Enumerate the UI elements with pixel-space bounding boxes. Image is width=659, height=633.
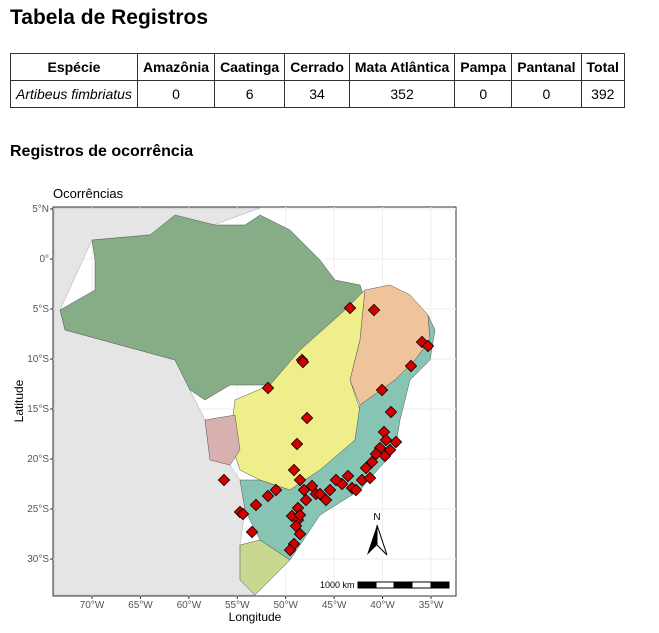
occurrence-point (305, 479, 319, 493)
cell: 6 (214, 80, 286, 108)
y-tick-label: 30°S (27, 554, 49, 565)
map-subtitle: Ocorrências (53, 186, 124, 201)
x-axis-label: Longitude (229, 610, 282, 624)
occurrence-point (293, 473, 307, 487)
scale-bar (357, 581, 450, 589)
occurrence-point (363, 471, 377, 485)
x-tick-label: 35°W (419, 600, 444, 611)
x-tick-label: 60°W (177, 600, 202, 611)
x-tick-label: 50°W (273, 600, 298, 611)
y-tick-label: 20°S (27, 454, 49, 465)
occurrence-point (349, 483, 363, 497)
cell: 392 (580, 80, 625, 108)
occurrence-point (379, 433, 393, 447)
data-row: Artibeus fimbriatus 0 6 34 352 0 0 392 (10, 80, 625, 108)
occurrence-point (341, 469, 355, 483)
occurrence-point (293, 508, 307, 522)
pampa (239, 539, 291, 596)
occurrence-point (300, 411, 314, 425)
header-cell: Amazônia (136, 53, 216, 81)
header-cell: Total (580, 53, 625, 81)
y-tick-label: 0° (39, 254, 49, 265)
occurrence-point (293, 527, 307, 541)
occurrence-point (323, 483, 337, 497)
y-axis-label: Latitude (12, 379, 26, 422)
x-tick-label: 55°W (225, 600, 250, 611)
occurrence-point (261, 489, 275, 503)
occurrence-point (421, 339, 435, 353)
y-tick-label: 5°S (33, 304, 50, 315)
y-tick-label: 10°S (27, 354, 49, 365)
occurrence-point (249, 498, 263, 512)
occurrence-point (343, 301, 357, 315)
occurrence-point (236, 507, 250, 521)
cell: 0 (454, 80, 513, 108)
y-tick-label: 5°N (32, 204, 49, 215)
occurrence-point (389, 435, 403, 449)
header-cell: Cerrado (284, 53, 350, 81)
occurrence-point (359, 461, 373, 475)
occurrence-point (297, 483, 311, 497)
header-cell: Pantanal (511, 53, 582, 81)
mata-atlantica (239, 314, 436, 561)
occurrence-point (319, 493, 333, 507)
north-label: N (373, 512, 380, 523)
records-table: Espécie Amazônia Caatinga Cerrado Mata Atlân… (10, 53, 625, 108)
occurrence-point (365, 455, 379, 469)
occurrence-point (261, 381, 275, 395)
occurrence-point (367, 303, 381, 317)
occurrence-point (313, 487, 327, 501)
occurrence-point (375, 383, 389, 397)
cell: 0 (136, 80, 216, 108)
scale-label: 1000 km (320, 580, 355, 590)
cell: 34 (284, 80, 350, 108)
y-tick-label: 15°S (27, 404, 49, 415)
occurrence-point (383, 443, 397, 457)
x-tick-label: 65°W (128, 600, 153, 611)
pantanal (204, 414, 241, 466)
occurrence-point (217, 473, 231, 487)
occurrence-point (269, 483, 283, 497)
occurrence-point (287, 463, 301, 477)
north-arrow: N (367, 512, 388, 556)
cell: 0 (511, 80, 582, 108)
section-title: Registros de ocorrência (10, 143, 194, 160)
occurrence-point (369, 447, 383, 461)
header-cell: Caatinga (214, 53, 286, 81)
cell: Artibeus fimbriatus (10, 80, 138, 108)
cell: 352 (348, 80, 456, 108)
x-tick-label: 40°W (370, 600, 395, 611)
occurrence-point (290, 437, 304, 451)
page-title: Tabela de Registros (10, 6, 209, 29)
occurrence-point (299, 493, 313, 507)
occurrence-point (404, 359, 418, 373)
header-cell: Espécie (10, 53, 138, 81)
header-row: Espécie Amazônia Caatinga Cerrado Mata Atlân… (10, 53, 625, 81)
x-tick-label: 45°W (322, 600, 347, 611)
occurrence-point (289, 519, 303, 533)
occurrence-point (329, 473, 343, 487)
occurrence-point (296, 355, 310, 369)
y-tick-label: 25°S (27, 504, 49, 515)
occurrence-point (283, 543, 297, 557)
occurrence-point (245, 525, 259, 539)
occurrence-point (384, 405, 398, 419)
x-tick-label: 70°W (80, 600, 105, 611)
